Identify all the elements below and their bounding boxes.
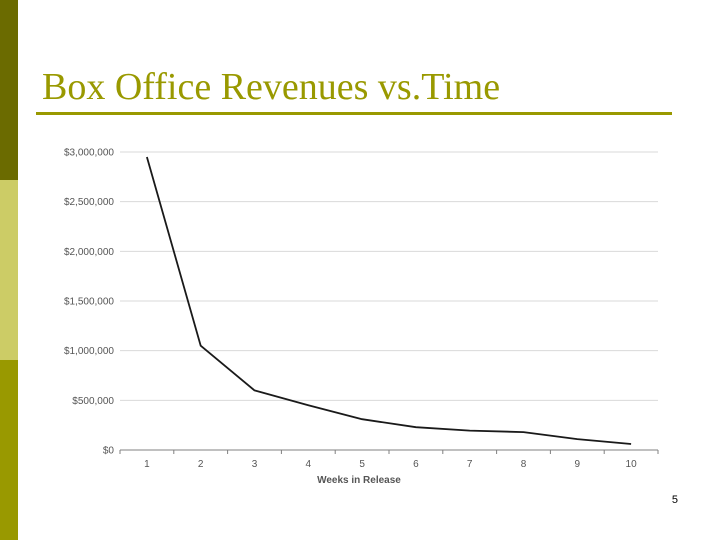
sidebar-dark-block [0,0,18,180]
y-tick-label: $500,000 [72,396,114,407]
x-tick-labels: 1 2 3 4 5 6 7 8 9 10 [119,450,659,470]
y-tick-label: $2,000,000 [64,247,114,258]
x-tick-label: 3 [252,459,258,470]
x-tick-label: 8 [521,459,527,470]
x-tick-label: 10 [626,459,638,470]
x-axis-label: Weeks in Release [317,475,401,486]
y-tick-label: $1,000,000 [64,346,114,357]
y-tick-label: $0 [103,446,115,457]
x-tick-label: 9 [575,459,581,470]
page-number: 5 [671,494,678,506]
x-tick-label: 4 [306,459,312,470]
sidebar-light-block [0,180,18,360]
title-underline [36,112,672,115]
slide-title: Box Office Revenues vs.Time [42,66,501,108]
box-office-chart: $0 $500,000 $1,000,000 $1,500,000 $2,000,000… [36,140,666,500]
x-tick-label: 6 [413,459,419,470]
sidebar-mid-block [0,360,18,540]
chart-background [36,140,666,500]
revenue-series-line [146,156,632,445]
y-tick-labels: $0 $500,000 $1,000,000 $1,500,000 $2,000,000… [64,148,114,457]
x-tick-label: 7 [467,459,473,470]
x-tick-label: 2 [198,459,204,470]
x-tick-label: 1 [144,459,150,470]
y-tick-label: $1,500,000 [64,297,114,308]
y-tick-label: $2,500,000 [64,197,114,208]
y-tick-label: $3,000,000 [64,148,114,159]
x-tick-label: 5 [359,459,365,470]
chart-gridlines [120,151,658,401]
